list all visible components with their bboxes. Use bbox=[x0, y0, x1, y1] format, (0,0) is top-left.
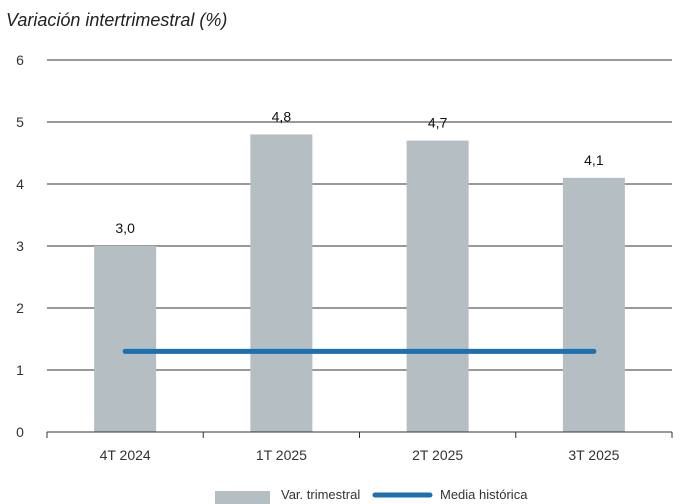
y-tick-label-2: 2 bbox=[16, 300, 24, 316]
data-label-2: 4,8 bbox=[272, 108, 292, 124]
y-tick-label-3: 3 bbox=[16, 238, 24, 254]
legend: Var. trimestral Media histórica bbox=[215, 487, 528, 504]
y-tick-label-4: 4 bbox=[16, 176, 24, 192]
x-tick-label-1: 4T 2024 bbox=[100, 447, 151, 463]
bar-4 bbox=[562, 177, 625, 432]
legend-swatch-bar bbox=[215, 491, 270, 504]
y-tick-label-6: 6 bbox=[16, 52, 24, 68]
bar-series bbox=[94, 134, 625, 432]
data-labels: 3,0 4,8 4,7 4,1 bbox=[115, 108, 603, 236]
data-label-4: 4,1 bbox=[584, 152, 604, 168]
chart-subtitle: Variación intertrimestral (%) bbox=[6, 10, 227, 30]
legend-label-bar: Var. trimestral bbox=[281, 487, 360, 502]
y-tick-label-5: 5 bbox=[16, 114, 24, 130]
legend-label-line: Media histórica bbox=[440, 487, 528, 502]
bar-1 bbox=[94, 246, 157, 432]
bar-2 bbox=[250, 134, 313, 432]
x-tick-label-4: 3T 2025 bbox=[568, 447, 619, 463]
data-label-1: 3,0 bbox=[115, 220, 135, 236]
y-tick-label-1: 1 bbox=[16, 362, 24, 378]
data-label-3: 4,7 bbox=[428, 115, 448, 131]
bar-3 bbox=[406, 140, 469, 432]
y-tick-label-0: 0 bbox=[16, 424, 24, 440]
y-axis-ticks: 0 1 2 3 4 5 6 bbox=[16, 52, 24, 440]
x-tick-label-3: 2T 2025 bbox=[412, 447, 463, 463]
x-tick-label-2: 1T 2025 bbox=[256, 447, 307, 463]
x-axis: 4T 2024 1T 2025 2T 2025 3T 2025 bbox=[46, 431, 673, 463]
